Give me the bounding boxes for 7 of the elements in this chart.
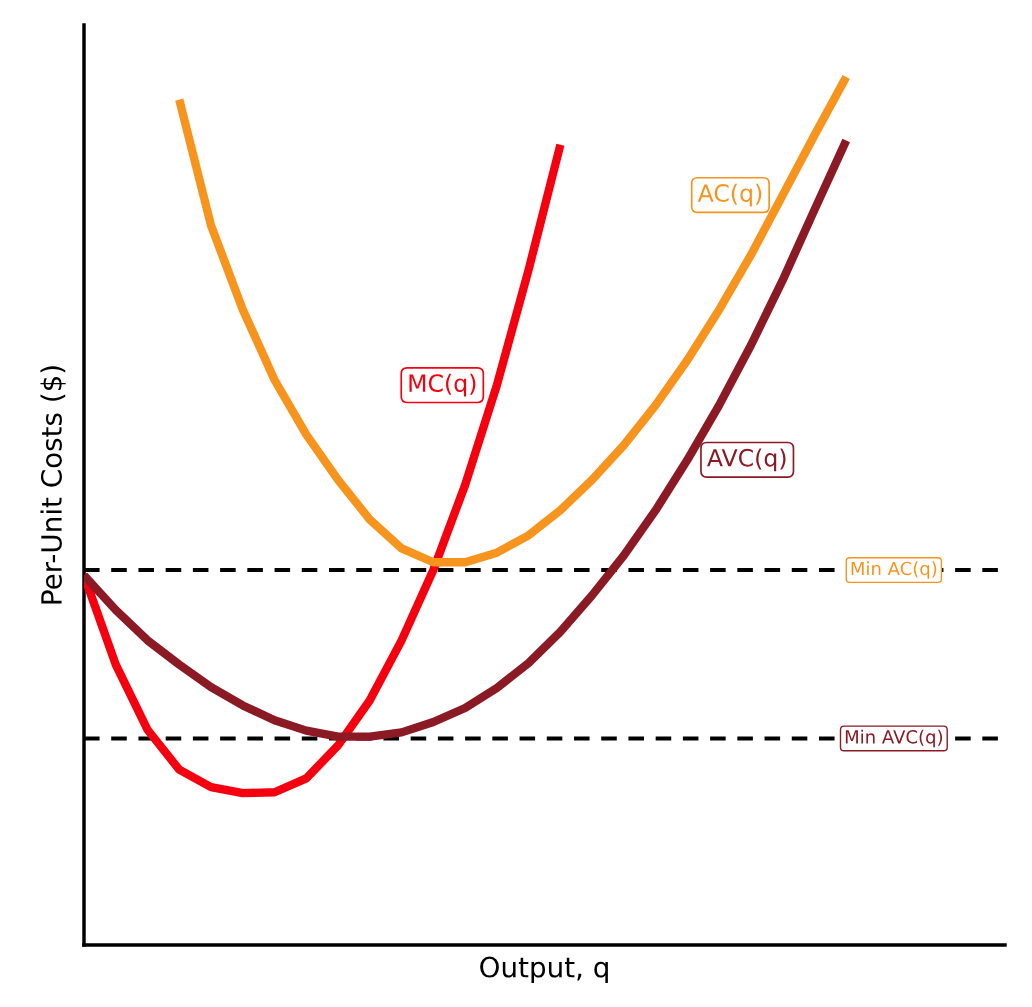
series-label: AVC(q) [707,448,786,472]
ref-line-label: Min AVC(q) [845,729,943,748]
series-label: AC(q) [697,183,762,207]
ref-line-label: Min AC(q) [851,561,937,579]
y-axis-title: Per-Unit Costs ($) [40,366,66,604]
series-label: MC(q) [409,373,476,397]
x-axis-title: Output, q [480,956,608,983]
